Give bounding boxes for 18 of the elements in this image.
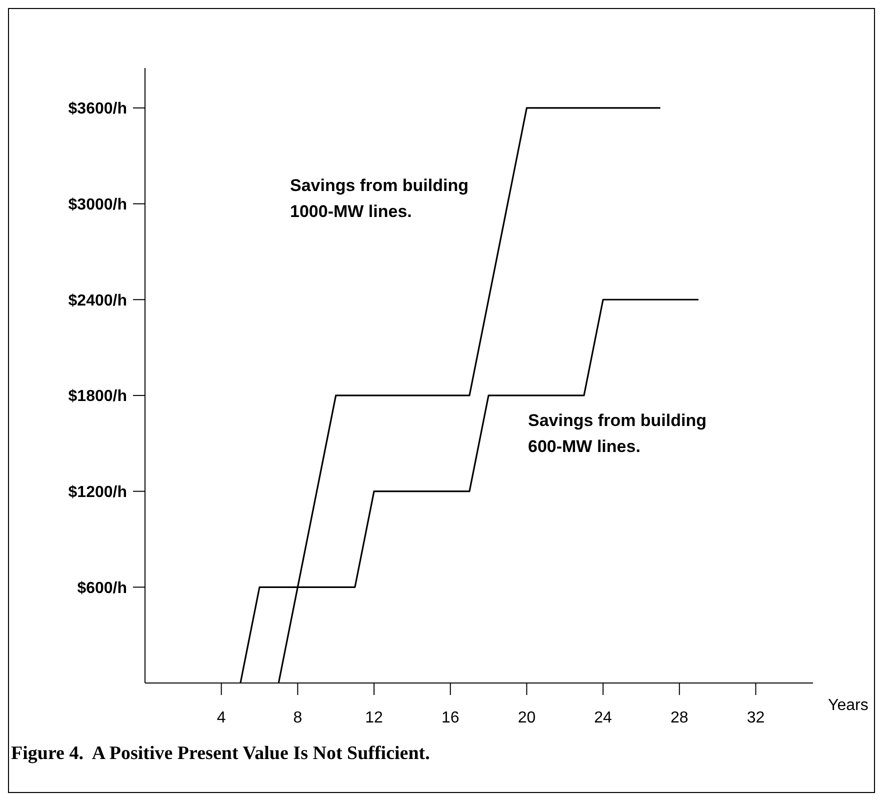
text: Figure 4. A Positive Present Value Is Not Sufficient. [11,743,430,765]
x-tick-label: 4 [216,709,226,726]
y-tick-label: $2400/h [68,292,127,310]
x-tick-label: 12 [365,709,384,726]
y-tick-label: $1200/h [68,484,127,501]
y-tick-label: $3600/h [68,100,127,118]
x-tick-label: 20 [518,709,536,726]
x-tick-label: 28 [670,709,688,726]
y-tick-label: $1800/h [68,388,127,406]
text: Savings from building 1000-MW lines. [290,175,470,223]
x-tick-label: 32 [746,709,765,726]
x-tick-label: 8 [293,709,302,726]
x-tick-label: 24 [594,709,612,726]
series-label: Savings from building 600-MW lines. [528,410,708,458]
y-tick-label: $600/h [77,580,127,597]
y-tick-label: $3000/h [68,196,127,214]
x-tick-label: 16 [441,709,460,726]
x-axis-title: Years [828,697,868,715]
